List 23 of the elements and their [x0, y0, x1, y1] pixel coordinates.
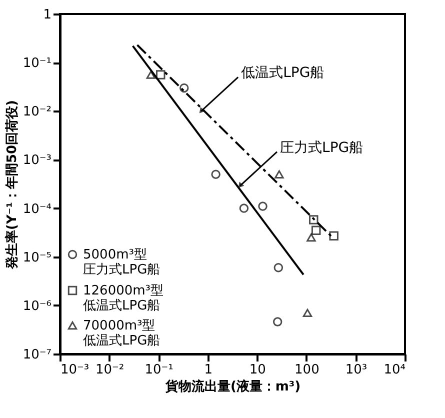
x-tick-label: 10 [249, 362, 266, 378]
y-tick-label: 10⁻⁴ [22, 202, 52, 217]
x-tick-label: 1 [204, 362, 212, 378]
x-tick-label: 100 [294, 362, 320, 378]
x-tick-label: 10⁻³ [60, 362, 90, 378]
annotation: 圧力式LPG船 [280, 140, 364, 156]
annotation: 低温式LPG船 [241, 65, 324, 82]
y-tick-label: 10⁻⁷ [22, 348, 52, 362]
y-tick-label: 1 [43, 8, 52, 22]
y-tick-label: 10⁻² [22, 104, 52, 120]
y-axis-title: 発生率(Y⁻¹：年間50回荷役) [4, 100, 20, 270]
x-axis-title: 貨物流出量(液量：m³) [164, 378, 301, 394]
y-tick-label: 10⁻⁵ [22, 250, 52, 266]
y-tick-label: 10⁻¹ [22, 56, 52, 72]
legend-label: 70000m³型低温式LPG船 [83, 318, 160, 348]
x-tick-label: 10⁴ [384, 362, 406, 378]
legend-label: 126000m³型低温式LPG船 [83, 284, 164, 314]
x-tick-label: 10⁻¹ [144, 362, 174, 378]
y-tick-label: 10⁻³ [22, 153, 52, 168]
legend-label: 5000m³型圧力式LPG船 [83, 248, 160, 278]
y-tick-label: 10⁻⁶ [22, 298, 52, 314]
x-tick-label: 10⁻² [95, 362, 124, 378]
x-tick-label: 10³ [345, 362, 368, 378]
